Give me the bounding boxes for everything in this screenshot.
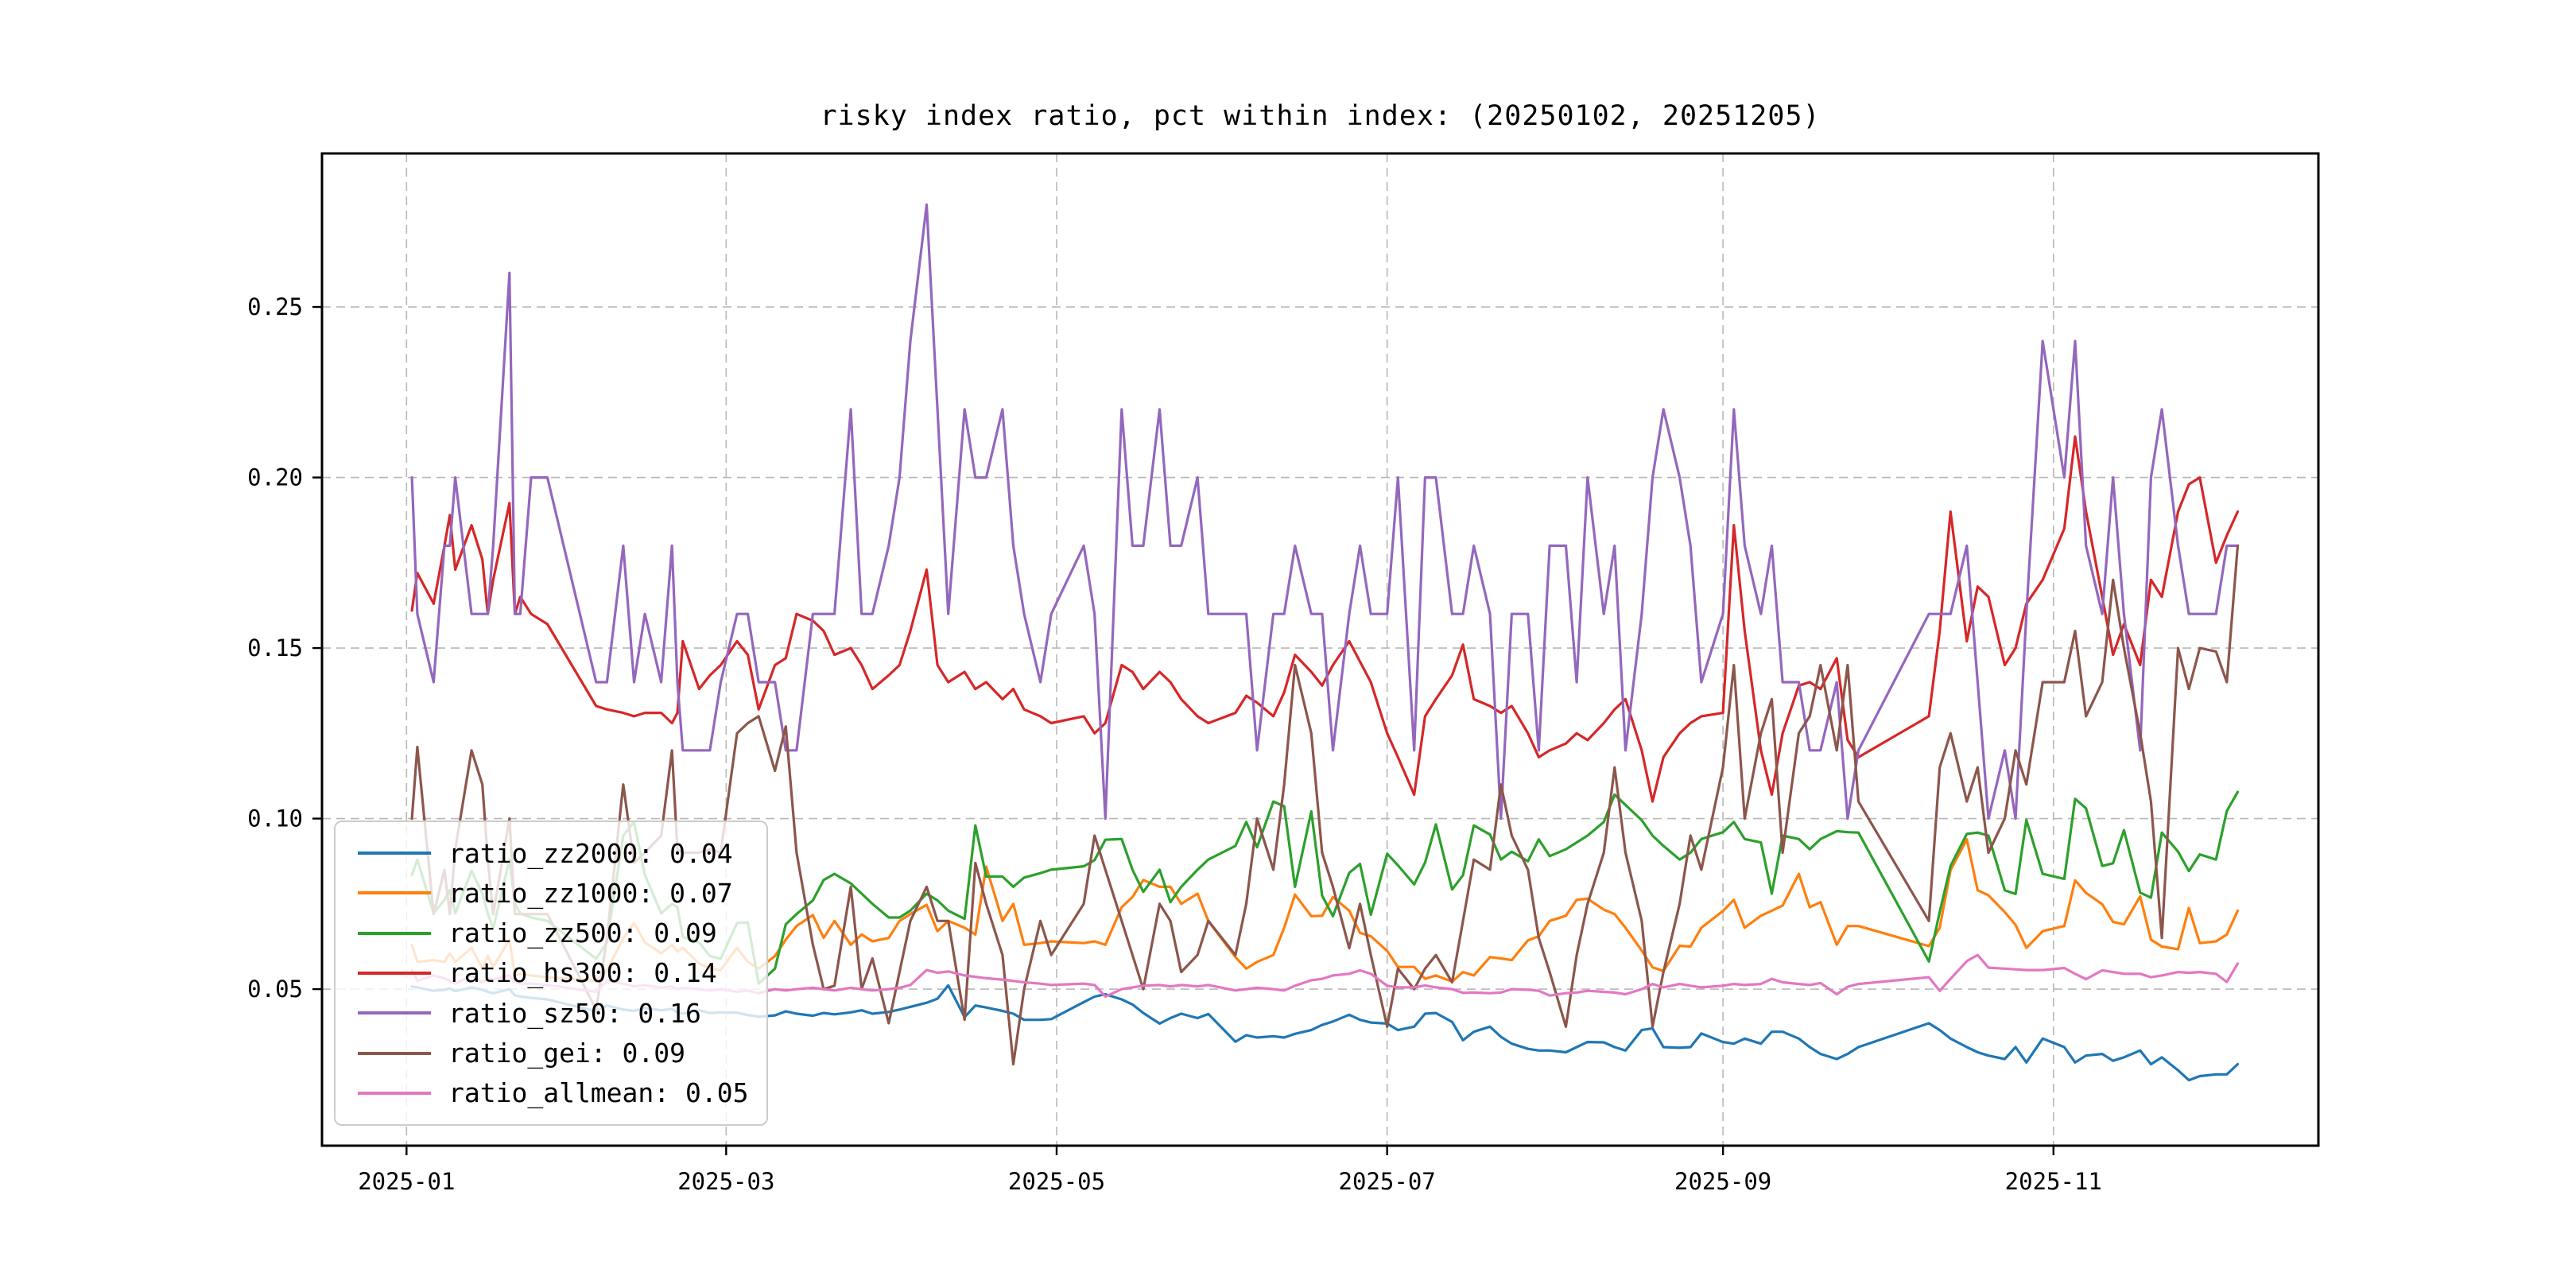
legend-line-sample bbox=[358, 971, 431, 975]
legend-line-sample bbox=[358, 1091, 431, 1095]
legend-item-ratio_zz2000: ratio_zz2000: 0.04 bbox=[358, 834, 766, 873]
legend-item-ratio_hs300: ratio_hs300: 0.14 bbox=[358, 953, 766, 992]
legend-item-ratio_sz50: ratio_sz50: 0.16 bbox=[358, 994, 766, 1033]
x-tick-label: 2025-11 bbox=[2005, 1168, 2102, 1195]
x-tick-label: 2025-01 bbox=[358, 1168, 455, 1195]
legend-label: ratio_zz2000: 0.04 bbox=[448, 837, 733, 869]
legend-label: ratio_zz1000: 0.07 bbox=[448, 877, 733, 909]
y-tick-label: 0.15 bbox=[247, 634, 303, 661]
legend-label: ratio_hs300: 0.14 bbox=[448, 957, 717, 989]
legend-line-sample bbox=[358, 1011, 431, 1015]
legend-line-sample bbox=[358, 891, 431, 895]
x-tick-label: 2025-05 bbox=[1008, 1168, 1105, 1195]
legend-label: ratio_allmean: 0.05 bbox=[448, 1077, 749, 1109]
legend: ratio_zz2000: 0.04 ratio_zz1000: 0.07 rati… bbox=[334, 821, 768, 1126]
legend-line-sample bbox=[358, 852, 431, 855]
chart-title: risky index ratio, pct within index: (20… bbox=[820, 100, 1821, 132]
x-tick-label: 2025-07 bbox=[1339, 1168, 1436, 1195]
y-tick-label: 0.10 bbox=[247, 805, 303, 832]
legend-line-sample bbox=[358, 931, 431, 935]
series-line-ratio_hs300 bbox=[410, 435, 2240, 803]
y-tick-label: 0.20 bbox=[247, 464, 303, 491]
legend-label: ratio_sz50: 0.16 bbox=[448, 997, 701, 1029]
x-tick-label: 2025-09 bbox=[1674, 1168, 1771, 1195]
series-line-ratio_sz50 bbox=[410, 203, 2240, 821]
y-tick-label: 0.25 bbox=[247, 293, 303, 320]
legend-label: ratio_gei: 0.09 bbox=[448, 1038, 686, 1069]
x-tick-label: 2025-03 bbox=[677, 1168, 774, 1195]
legend-item-ratio_gei: ratio_gei: 0.09 bbox=[358, 1034, 766, 1073]
legend-item-ratio_allmean: ratio_allmean: 0.05 bbox=[358, 1073, 766, 1112]
y-tick-label: 0.05 bbox=[247, 976, 303, 1003]
legend-item-ratio_zz500: ratio_zz500: 0.09 bbox=[358, 914, 766, 952]
legend-item-ratio_zz1000: ratio_zz1000: 0.07 bbox=[358, 874, 766, 913]
legend-label: ratio_zz500: 0.09 bbox=[448, 918, 717, 949]
legend-line-sample bbox=[358, 1051, 431, 1055]
plot-border bbox=[320, 152, 2320, 1147]
